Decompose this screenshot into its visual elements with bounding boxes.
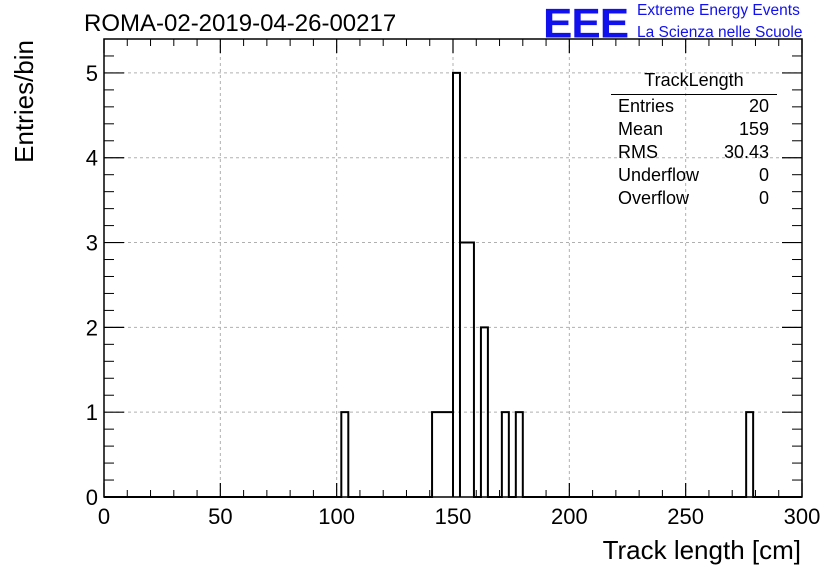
logo-line-2: La Scienza nelle Scuole <box>637 24 803 41</box>
logo-line-1: Extreme Energy Events <box>637 2 800 19</box>
stats-row-mean: Mean 159 <box>611 118 777 141</box>
stats-row-underflow: Underflow 0 <box>611 164 777 187</box>
axis-ticks <box>103 39 803 498</box>
eee-logo: EEE <box>543 0 629 47</box>
stats-title: TrackLength <box>611 70 777 95</box>
x-tick-label: 50 <box>208 504 232 529</box>
stats-value: 0 <box>758 188 769 208</box>
x-tick-label: 200 <box>551 504 588 529</box>
y-tick-label: 3 <box>86 231 98 256</box>
stats-value: 0 <box>758 165 769 185</box>
x-tick-label: 100 <box>318 504 355 529</box>
chart-title: ROMA-02-2019-04-26-00217 <box>84 10 397 37</box>
stats-label: Overflow <box>618 188 690 208</box>
stats-row-overflow: Overflow 0 <box>611 187 777 210</box>
x-tick-label: 300 <box>784 504 821 529</box>
stats-value: 30.43 <box>723 142 769 162</box>
y-tick-label: 5 <box>86 61 98 86</box>
stats-label: Entries <box>618 96 675 116</box>
y-tick-label: 0 <box>86 485 98 510</box>
x-axis-title: Track length [cm] <box>603 535 801 565</box>
y-axis-title: Entries/bin <box>9 40 39 163</box>
plot-frame <box>103 38 803 498</box>
stats-box: TrackLength Entries 20 Mean 159 RMS 30.43 Unde… <box>611 70 777 210</box>
x-tick-label: 150 <box>435 504 472 529</box>
x-tick-label: 250 <box>667 504 704 529</box>
y-tick-label: 1 <box>86 400 98 425</box>
y-tick-label: 2 <box>86 315 98 340</box>
stats-row-entries: Entries 20 <box>611 95 777 118</box>
stats-label: Underflow <box>618 165 700 185</box>
x-tick-label: 0 <box>98 504 110 529</box>
stats-rows: Entries 20 Mean 159 RMS 30.43 Underflow 0 Overfl… <box>611 95 777 210</box>
stats-value: 159 <box>738 119 769 139</box>
y-tick-label: 4 <box>86 146 98 171</box>
stats-row-rms: RMS 30.43 <box>611 141 777 164</box>
stats-label: Mean <box>618 119 664 139</box>
histogram-outline <box>104 71 802 498</box>
stats-label: RMS <box>618 142 658 162</box>
stats-value: 20 <box>748 96 769 116</box>
